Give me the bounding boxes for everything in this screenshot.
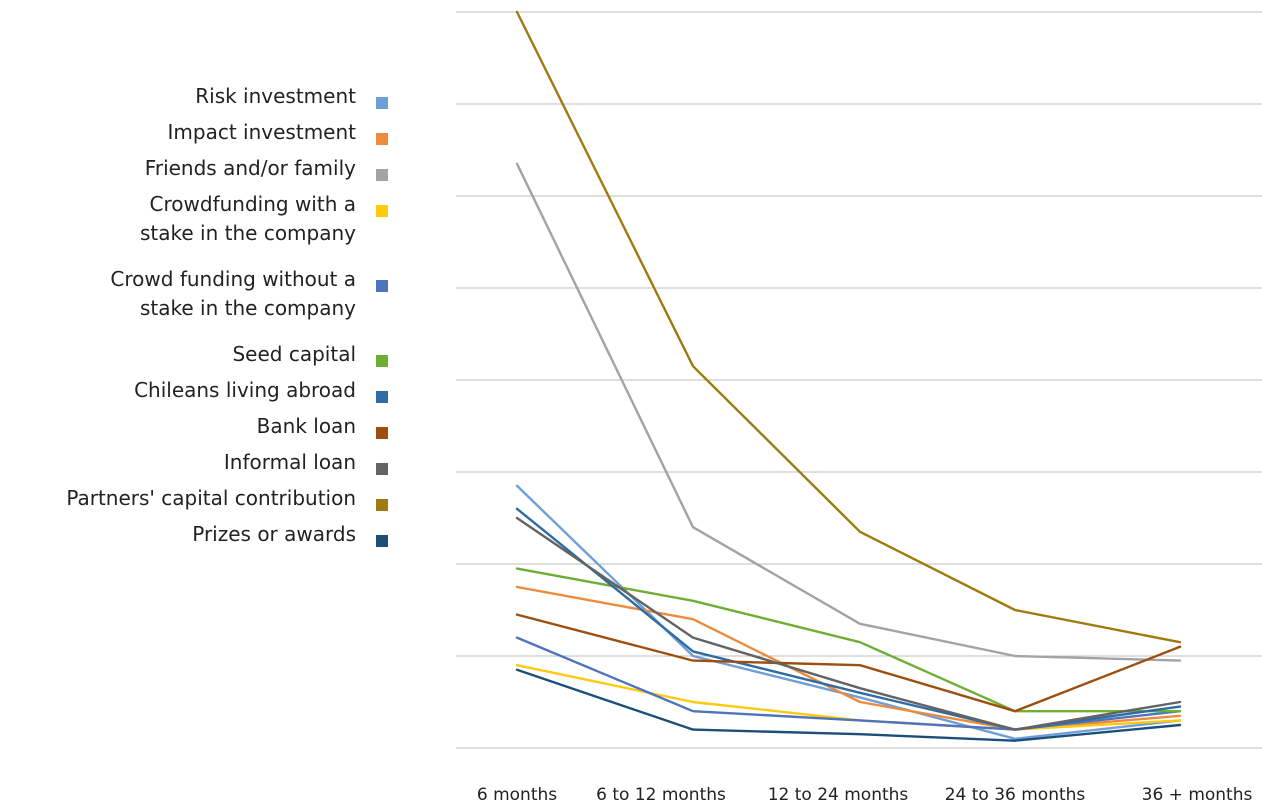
legend-label: Crowdfunding with a bbox=[150, 192, 356, 216]
legend-item: Seed capital bbox=[232, 342, 388, 367]
series-line bbox=[515, 484, 1182, 740]
legend-swatch bbox=[376, 463, 388, 475]
legend-label: Seed capital bbox=[232, 342, 356, 366]
legend-swatch bbox=[376, 133, 388, 145]
legend-label: stake in the company bbox=[140, 296, 356, 320]
legend-item: Prizes or awards bbox=[192, 522, 388, 547]
legend: Risk investment Impact investment Friends … bbox=[66, 84, 388, 547]
x-tick-label: 6 months bbox=[477, 785, 557, 805]
legend-swatch bbox=[376, 427, 388, 439]
legend-swatch bbox=[376, 535, 388, 547]
x-tick-label: 12 to 24 months bbox=[768, 785, 909, 805]
legend-item: Informal loan bbox=[224, 450, 388, 475]
legend-swatch bbox=[376, 205, 388, 217]
legend-label: Friends and/or family bbox=[145, 156, 356, 180]
legend-swatch bbox=[376, 169, 388, 181]
legend-swatch bbox=[376, 280, 388, 292]
legend-item: Crowdfunding with a stake in the company bbox=[140, 192, 388, 245]
x-tick-label: 36 + months bbox=[1142, 785, 1253, 805]
x-tick-label: 6 to 12 months bbox=[596, 785, 726, 805]
legend-item: Partners' capital contribution bbox=[66, 486, 388, 511]
legend-swatch bbox=[376, 499, 388, 511]
gridlines bbox=[456, 11, 1262, 749]
legend-label: stake in the company bbox=[140, 221, 356, 245]
legend-label: Impact investment bbox=[168, 120, 357, 144]
legend-label: Prizes or awards bbox=[192, 522, 356, 546]
legend-item: Friends and/or family bbox=[145, 156, 388, 181]
legend-label: Risk investment bbox=[195, 84, 356, 108]
legend-item: Bank loan bbox=[257, 414, 388, 439]
legend-item: Impact investment bbox=[168, 120, 388, 145]
legend-swatch bbox=[376, 355, 388, 367]
legend-item: Risk investment bbox=[195, 84, 388, 109]
legend-label: Crowd funding without a bbox=[110, 267, 356, 291]
legend-swatch bbox=[376, 97, 388, 109]
legend-item: Crowd funding without a stake in the comp… bbox=[110, 267, 388, 320]
legend-label: Chileans living abroad bbox=[134, 378, 356, 402]
legend-label: Informal loan bbox=[224, 450, 356, 474]
legend-label: Partners' capital contribution bbox=[66, 486, 356, 510]
legend-swatch bbox=[376, 391, 388, 403]
x-axis-tick-labels: 6 months 6 to 12 months 12 to 24 months 24 … bbox=[477, 785, 1253, 805]
legend-item: Chileans living abroad bbox=[134, 378, 388, 403]
x-tick-label: 24 to 36 months bbox=[945, 785, 1086, 805]
series-line bbox=[515, 10, 1182, 644]
series-lines bbox=[515, 10, 1182, 742]
legend-label: Bank loan bbox=[257, 414, 356, 438]
